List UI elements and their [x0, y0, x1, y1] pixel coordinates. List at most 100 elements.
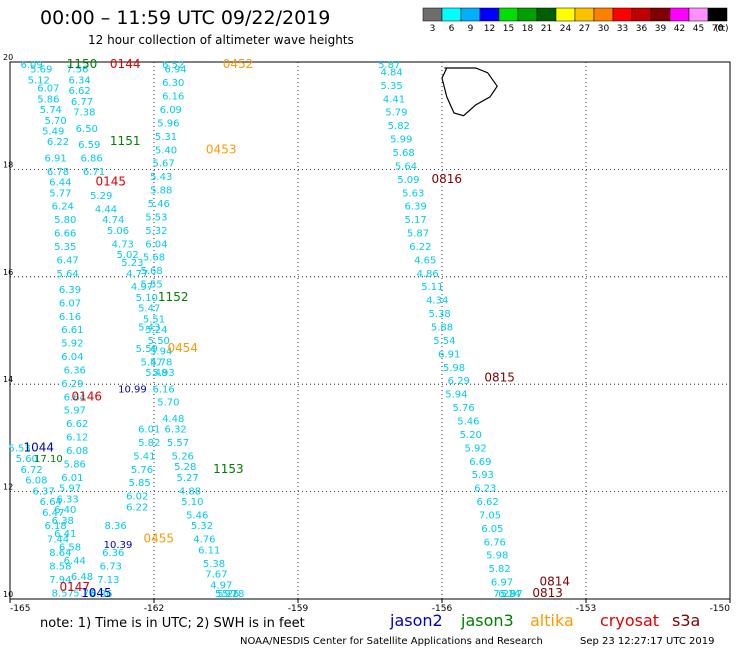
- swh-value-label: 6.77: [71, 97, 93, 108]
- y-tick-label: 20: [3, 53, 13, 62]
- swh-value-label: 5.64: [56, 269, 78, 280]
- swh-value-label: 6.59: [78, 140, 100, 151]
- swh-value-label: 4.84: [380, 67, 402, 78]
- swh-value-label: 5.31: [155, 132, 177, 143]
- swh-value-label: 6.91: [438, 349, 460, 360]
- swh-value-label: 6.01: [61, 473, 83, 484]
- swh-value-label: 6.97: [491, 578, 513, 589]
- y-tick-label: 14: [3, 375, 13, 384]
- colorbar-swatch: [707, 7, 728, 22]
- swh-value-label: 5.96: [157, 118, 179, 129]
- colorbar-swatch: [631, 7, 652, 22]
- swh-value-label: 5.94: [150, 347, 172, 358]
- swh-value-label: 5.24: [145, 325, 167, 336]
- x-tick-label: -153: [576, 604, 596, 614]
- pass-time-label: 1152: [158, 290, 189, 304]
- map-plot-area: 6.095.695.126.075.865.745.705.496.226.91…: [8, 57, 731, 600]
- colorbar-label: 27: [579, 24, 590, 34]
- x-tick-label: -165: [10, 604, 30, 614]
- swh-value-label: 6.91: [44, 153, 66, 164]
- generation-timestamp: Sep 23 12:27:17 UTC 2019: [580, 636, 714, 647]
- swh-value-label: 6.36: [64, 365, 86, 376]
- swh-value-label: 5.10: [136, 293, 158, 304]
- colorbar-swatch: [517, 7, 538, 22]
- swh-value-label: 5.41: [133, 451, 155, 462]
- colorbar-swatch: [536, 7, 557, 22]
- colorbar-label: 39: [655, 24, 667, 34]
- swh-value-label: 8.36: [104, 521, 126, 532]
- grid-lines: [10, 62, 730, 599]
- swh-value-label: 5.74: [40, 105, 62, 116]
- swh-value-label: 5.98: [443, 363, 465, 374]
- swh-value-label: 5.76: [131, 465, 153, 476]
- swh-value-label: 5.82: [388, 121, 410, 132]
- swh-value-label: 7.44: [47, 535, 69, 546]
- swh-value-label: 6.08: [25, 476, 47, 487]
- swh-value-label: 5.35: [380, 81, 402, 92]
- swh-value-label: 6.44: [64, 556, 86, 567]
- swh-value-label: 5.46: [186, 510, 208, 521]
- swh-value-label: 6.52: [162, 60, 184, 71]
- colorbar-label: 15: [503, 24, 514, 34]
- colorbar-swatch: [593, 7, 614, 22]
- swh-value-label: 5.26: [172, 451, 194, 462]
- swh-value-label: 5.46: [457, 416, 479, 427]
- colorbar-label: 21: [541, 24, 552, 34]
- swh-value-label: 5.63: [402, 188, 424, 199]
- swh-value-label: 5.94: [445, 390, 467, 401]
- swh-value-label: 5.86: [37, 94, 59, 105]
- colorbar-label: 6: [449, 24, 455, 34]
- swh-value-label: 4.97: [210, 580, 232, 591]
- swh-value-label: 6.29: [448, 376, 470, 387]
- swh-value-label: 5.27: [176, 473, 198, 484]
- footnote: note: 1) Time is in UTC; 2) SWH is in fe…: [40, 616, 305, 631]
- satellite-legend: jason2 jason3 altika cryosat s3a: [389, 611, 700, 630]
- swh-value-label: 5.68: [392, 148, 414, 159]
- swh-value-label: 5.51: [143, 314, 165, 325]
- swh-value-label: 5.70: [44, 116, 66, 127]
- swh-value-label: 6.44: [49, 178, 71, 189]
- swh-value-label: 5.47: [140, 357, 162, 368]
- swh-value-label: 6.07: [37, 84, 59, 95]
- swh-value-label: 7.94: [49, 575, 71, 586]
- legend-item-s3a: s3a: [672, 611, 700, 630]
- swh-value-label: 5.57: [167, 438, 189, 449]
- pass-time-label: 0455: [144, 532, 175, 546]
- swh-value-label: 4.86: [416, 269, 438, 280]
- colorbar-label: 42: [674, 24, 685, 34]
- figure-title: 00:00 – 11:59 UTC 09/22/2019: [40, 7, 330, 29]
- swh-value-label: 5.32: [191, 521, 213, 532]
- swh-value-label: 5.88: [150, 186, 172, 197]
- swh-value-label: 7.05: [479, 510, 501, 521]
- swh-value-label: 6.94: [164, 65, 186, 76]
- x-axis-ticks: -165 -162 -159 -156 -153 -150: [9, 599, 731, 614]
- swh-value-label: 6.02: [126, 492, 148, 503]
- swh-value-label: 7.28: [493, 589, 515, 600]
- swh-value-label: 6.39: [59, 285, 81, 296]
- figure-subtitle: 12 hour collection of altimeter wave hei…: [88, 33, 354, 47]
- colorbar-label: 3: [430, 24, 436, 34]
- swh-value-label: 5.09: [397, 175, 419, 186]
- swh-value-label: 6.69: [469, 457, 491, 468]
- colorbar-label: 33: [617, 24, 628, 34]
- swh-value-label: 6.12: [66, 433, 88, 444]
- swh-value-label: 5.79: [385, 108, 407, 119]
- swh-value-label: 5.49: [42, 126, 64, 137]
- swh-value-label: 5.97: [215, 589, 237, 600]
- swh-value-label: 4.76: [193, 535, 215, 546]
- swh-value-label: 4.44: [95, 204, 117, 215]
- legend-item-jason2: jason2: [389, 611, 443, 630]
- pass-time-label: 0816: [432, 172, 463, 186]
- swh-value-label: 5.60: [16, 454, 38, 465]
- colorbar-swatch: [574, 7, 595, 22]
- swh-value-label: 6.18: [44, 521, 66, 532]
- swh-value-label: 5.35: [54, 242, 76, 253]
- swh-value-label: 4.48: [162, 414, 184, 425]
- swh-value-label: 6.58: [59, 543, 81, 554]
- colorbar-swatch: [688, 7, 709, 22]
- swh-value-label: 5.97: [500, 589, 522, 600]
- y-tick-label: 10: [3, 590, 13, 599]
- swh-value-label: 6.22: [47, 137, 69, 148]
- x-tick-label: -159: [288, 604, 309, 614]
- swh-points: 6.095.695.126.075.865.745.705.496.226.91…: [8, 60, 522, 600]
